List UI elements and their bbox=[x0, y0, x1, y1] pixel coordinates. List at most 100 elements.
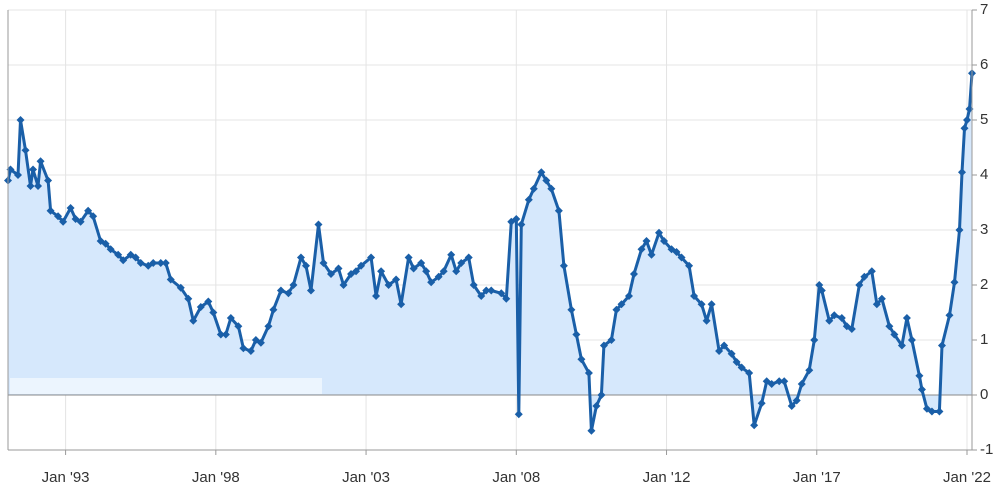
point bbox=[702, 316, 711, 325]
point bbox=[902, 314, 911, 322]
point bbox=[114, 250, 123, 259]
point bbox=[885, 322, 894, 331]
point bbox=[745, 369, 754, 377]
point bbox=[66, 204, 75, 212]
x-tick-label: Jan '22 bbox=[943, 469, 991, 486]
point bbox=[727, 349, 736, 358]
point bbox=[960, 124, 969, 133]
point bbox=[810, 336, 819, 344]
axes: -1 0 1 2 3 4 5 6 7 Jan '93 Jan '98 Jan '03 Jan '08 Ja… bbox=[7, 1, 993, 486]
point bbox=[965, 105, 974, 113]
point bbox=[872, 300, 881, 309]
point bbox=[817, 286, 826, 295]
point bbox=[927, 407, 936, 416]
point bbox=[397, 300, 406, 309]
point bbox=[937, 341, 946, 350]
point bbox=[607, 336, 616, 344]
point bbox=[957, 168, 966, 177]
point bbox=[409, 264, 418, 273]
point bbox=[89, 212, 98, 221]
x-tick-label: Jan '03 bbox=[342, 469, 390, 486]
point bbox=[825, 316, 834, 325]
point bbox=[962, 116, 971, 124]
point bbox=[422, 267, 431, 276]
point bbox=[542, 176, 551, 185]
point bbox=[189, 316, 198, 325]
point bbox=[524, 195, 533, 204]
point bbox=[314, 220, 323, 229]
point bbox=[84, 206, 93, 215]
point bbox=[101, 239, 110, 248]
point bbox=[935, 407, 944, 416]
point bbox=[392, 275, 401, 284]
point bbox=[289, 281, 298, 289]
point bbox=[757, 399, 766, 408]
point bbox=[196, 303, 205, 311]
point bbox=[477, 292, 486, 300]
point bbox=[34, 182, 43, 190]
point bbox=[707, 300, 716, 309]
point bbox=[507, 217, 516, 226]
x-tick-label: Jan '12 bbox=[643, 469, 691, 486]
point bbox=[482, 286, 491, 295]
point bbox=[584, 369, 593, 377]
point bbox=[161, 259, 170, 267]
point bbox=[787, 402, 796, 410]
point bbox=[352, 267, 361, 276]
point bbox=[276, 286, 285, 295]
point bbox=[417, 259, 426, 267]
point bbox=[54, 212, 63, 221]
point bbox=[950, 278, 959, 287]
point bbox=[780, 377, 789, 386]
point bbox=[21, 146, 30, 155]
point bbox=[547, 184, 556, 193]
point bbox=[487, 286, 496, 295]
point bbox=[512, 215, 521, 223]
point bbox=[720, 341, 729, 350]
point bbox=[327, 270, 336, 278]
point bbox=[156, 259, 165, 267]
point bbox=[29, 165, 38, 174]
point bbox=[955, 226, 964, 234]
point bbox=[917, 385, 926, 394]
point bbox=[577, 355, 586, 364]
point bbox=[737, 363, 746, 372]
point bbox=[685, 261, 694, 270]
point bbox=[660, 237, 669, 245]
point bbox=[847, 325, 856, 333]
point bbox=[775, 377, 784, 386]
point bbox=[907, 336, 916, 344]
point bbox=[767, 380, 776, 388]
point bbox=[106, 245, 115, 254]
point bbox=[166, 275, 175, 284]
point bbox=[14, 171, 23, 179]
point bbox=[554, 206, 563, 215]
overlay-band bbox=[10, 378, 322, 394]
point bbox=[629, 270, 638, 278]
point bbox=[837, 314, 846, 322]
point bbox=[559, 261, 568, 270]
y-tick-label: 2 bbox=[980, 276, 988, 293]
point bbox=[339, 281, 348, 289]
point bbox=[256, 338, 265, 347]
point bbox=[131, 253, 140, 262]
point bbox=[367, 253, 376, 262]
point bbox=[647, 250, 656, 259]
point bbox=[284, 289, 293, 298]
point bbox=[16, 116, 25, 124]
point bbox=[867, 267, 876, 276]
point bbox=[672, 248, 681, 256]
point bbox=[655, 228, 664, 237]
point bbox=[637, 245, 646, 254]
y-tick-label: 7 bbox=[980, 1, 988, 18]
point bbox=[537, 168, 546, 177]
point bbox=[234, 322, 243, 331]
point bbox=[805, 366, 814, 375]
y-tick-label: -1 bbox=[980, 441, 993, 458]
point bbox=[677, 253, 686, 262]
point bbox=[514, 410, 523, 419]
point bbox=[592, 402, 601, 410]
y-tick-label: 0 bbox=[980, 386, 988, 403]
point bbox=[372, 292, 381, 300]
point bbox=[269, 305, 278, 314]
